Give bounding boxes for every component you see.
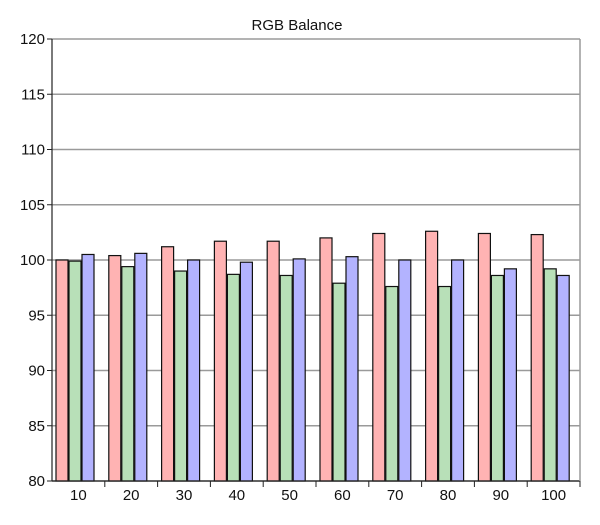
bar-blue-100 — [556, 274, 570, 482]
y-tick-label: 90 — [28, 363, 45, 380]
bar-green-80 — [438, 285, 452, 482]
y-tick-label: 80 — [28, 473, 45, 490]
bar-blue-20 — [134, 252, 148, 482]
y-tick-label: 120 — [20, 31, 45, 48]
y-tick-label: 95 — [28, 307, 45, 324]
bar-blue-40 — [239, 261, 253, 482]
bar-red-60 — [319, 237, 333, 482]
bar-blue-30 — [187, 259, 201, 482]
bar-blue-90 — [503, 268, 517, 482]
axes — [47, 38, 581, 487]
bar-green-10 — [68, 260, 82, 482]
bar-green-30 — [174, 270, 188, 482]
y-tick-labels: 80 85 90 95 100 105 110 115 120 — [20, 31, 45, 490]
bar-red-20 — [108, 254, 122, 482]
y-tick-label: 105 — [20, 197, 45, 214]
x-tick-label: 60 — [334, 487, 351, 504]
bar-blue-70 — [398, 259, 412, 482]
bar-green-70 — [385, 285, 399, 482]
y-tick-label: 110 — [21, 142, 45, 159]
bar-green-20 — [121, 266, 135, 482]
bar-green-40 — [226, 273, 240, 482]
bar-red-90 — [477, 232, 491, 482]
x-tick-labels: 10 20 30 40 50 60 70 80 90 100 — [70, 487, 566, 504]
bar-green-90 — [490, 274, 504, 482]
bar-blue-10 — [81, 253, 95, 482]
bars — [55, 230, 570, 482]
x-tick-label: 20 — [123, 487, 140, 504]
x-tick-label: 30 — [176, 487, 193, 504]
y-tick-label: 100 — [20, 252, 45, 269]
bar-green-100 — [543, 268, 557, 482]
x-tick-label: 90 — [492, 487, 509, 504]
bar-red-50 — [266, 240, 280, 482]
bar-green-50 — [279, 274, 293, 482]
x-tick-label: 10 — [70, 487, 87, 504]
bar-blue-60 — [345, 256, 359, 482]
bar-red-30 — [161, 246, 175, 482]
chart-title: RGB Balance — [252, 17, 343, 34]
x-tick-label: 50 — [281, 487, 298, 504]
bar-green-60 — [332, 282, 346, 482]
bar-red-80 — [425, 230, 439, 482]
bar-red-10 — [55, 259, 69, 482]
bar-blue-50 — [292, 258, 306, 482]
bar-red-100 — [530, 233, 544, 482]
bar-blue-80 — [451, 259, 465, 482]
x-tick-label: 100 — [541, 487, 566, 504]
y-tick-label: 85 — [28, 418, 45, 435]
bar-red-40 — [213, 240, 227, 482]
y-tick-label: 115 — [21, 86, 45, 103]
x-tick-label: 40 — [228, 487, 245, 504]
bar-red-70 — [372, 232, 386, 482]
x-tick-label: 80 — [440, 487, 457, 504]
x-tick-label: 70 — [387, 487, 404, 504]
